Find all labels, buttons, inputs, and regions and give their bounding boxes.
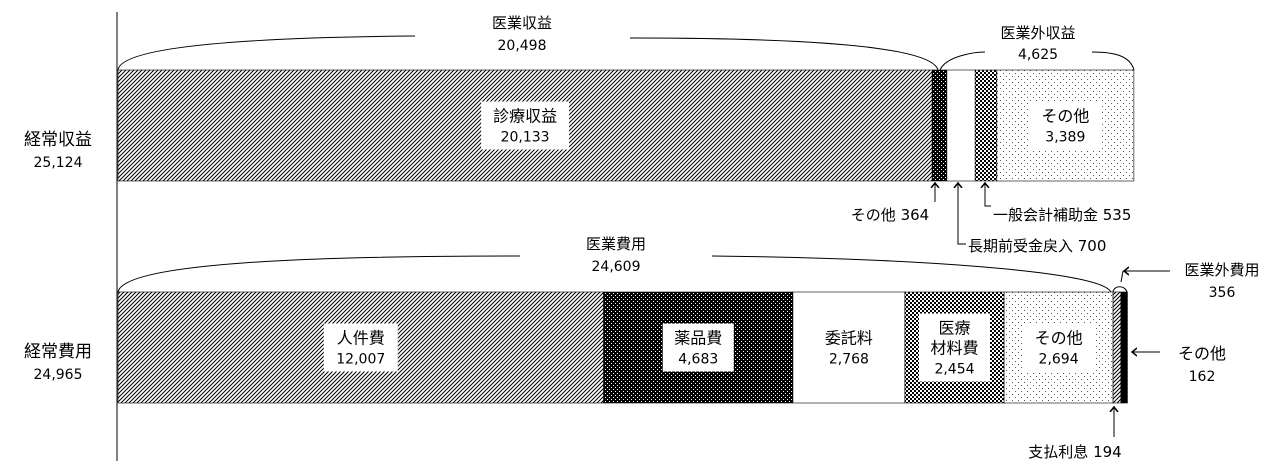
- callout-expense-other-value: 162: [1189, 369, 1216, 385]
- category-label-revenue: 経常収益: [24, 130, 92, 150]
- segment-label-box-revenue-0: [481, 101, 570, 150]
- group-value-nonmedical-expense: 356: [1209, 285, 1236, 301]
- segment-label-expense-3-1: 材料費: [930, 339, 978, 358]
- callout-long-term-deferred: 長期前受金戻入 700: [968, 237, 1106, 255]
- brace-nonmedical-revenue: [939, 51, 1135, 71]
- segment-label-revenue-4: その他: [1041, 107, 1089, 126]
- segment-value-expense-0: 12,007: [336, 352, 385, 368]
- segment-label-expense-4: その他: [1035, 329, 1083, 348]
- group-label-nonmedical-expense: 医業外費用: [1184, 261, 1259, 279]
- callout-interest: 支払利息 194: [1028, 443, 1121, 461]
- segment-label-expense-3-0: 医療: [938, 319, 970, 338]
- callout-arrow-long-term-deferred: [958, 183, 966, 245]
- bar-segment-revenue-1: [931, 69, 948, 182]
- segment-value-revenue-0: 20,133: [501, 130, 550, 146]
- callout-general-subsidy: 一般会計補助金 535: [993, 206, 1131, 224]
- segment-label-revenue-0: 診療収益: [493, 107, 557, 126]
- segment-label-box-expense-3: [918, 313, 990, 382]
- segment-value-expense-2: 2,768: [829, 352, 869, 368]
- arrow-nonmedical-expense-drop: [1120, 270, 1124, 283]
- segment-label-expense-2: 委託料: [825, 329, 873, 348]
- group-value-medical-revenue: 20,498: [498, 38, 547, 54]
- group-label-medical-expense: 医業費用: [586, 235, 646, 253]
- brace-nonmedical-expense: [1112, 286, 1128, 293]
- bar-segment-revenue-3: [974, 69, 998, 182]
- brace-medical-revenue: [117, 35, 939, 71]
- segment-label-box-expense-2: [813, 323, 885, 372]
- group-value-nonmedical-revenue: 4,625: [1018, 47, 1058, 63]
- segment-value-expense-3: 2,454: [934, 362, 974, 378]
- category-total-expense: 24,965: [34, 367, 83, 383]
- group-label-nonmedical-revenue: 医業外収益: [1000, 24, 1075, 42]
- brace-medical-expense: [117, 255, 1112, 293]
- segment-value-expense-4: 2,694: [1039, 352, 1079, 368]
- segment-label-expense-0: 人件費: [337, 329, 385, 348]
- bar-segment-expense-5: [1112, 291, 1122, 404]
- segment-label-box-expense-4: [1023, 323, 1095, 372]
- segment-label-box-expense-1: [662, 323, 734, 372]
- bar-revenue: 診療収益 20,133 その他 3,389: [117, 69, 1135, 182]
- segment-label-box-revenue-4: [1029, 101, 1101, 150]
- segment-value-revenue-4: 3,389: [1045, 130, 1085, 146]
- bar-segment-revenue-2: [946, 69, 976, 182]
- group-value-medical-expense: 24,609: [592, 259, 641, 275]
- callout-expense-other: その他: [1178, 344, 1226, 363]
- callout-revenue-other: その他 364: [851, 206, 929, 224]
- callout-arrow-general-subsidy: [985, 183, 991, 207]
- category-label-expense: 経常費用: [24, 342, 92, 362]
- segment-value-expense-1: 4,683: [678, 352, 718, 368]
- bar-segment-expense-6: [1120, 291, 1128, 404]
- segment-label-expense-1: 薬品費: [674, 329, 722, 348]
- group-label-medical-revenue: 医業収益: [492, 14, 552, 32]
- category-total-revenue: 25,124: [34, 155, 83, 171]
- segment-label-box-expense-0: [323, 323, 398, 372]
